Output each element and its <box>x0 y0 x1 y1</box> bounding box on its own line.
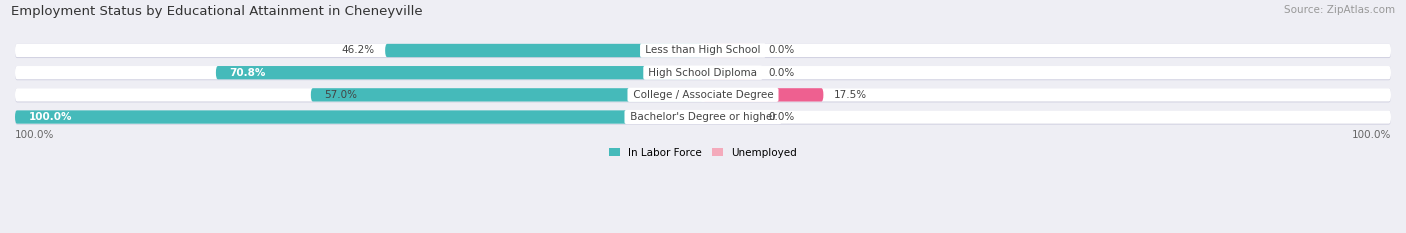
Text: College / Associate Degree: College / Associate Degree <box>630 90 776 100</box>
FancyBboxPatch shape <box>15 66 1391 80</box>
Text: 100.0%: 100.0% <box>15 130 55 140</box>
Text: 46.2%: 46.2% <box>342 45 375 55</box>
Text: 0.0%: 0.0% <box>768 45 794 55</box>
FancyBboxPatch shape <box>385 44 703 57</box>
Text: 70.8%: 70.8% <box>229 68 266 78</box>
FancyBboxPatch shape <box>15 110 703 124</box>
FancyBboxPatch shape <box>15 88 1391 102</box>
FancyBboxPatch shape <box>703 66 758 79</box>
FancyBboxPatch shape <box>311 88 703 102</box>
Text: 0.0%: 0.0% <box>768 68 794 78</box>
Text: Less than High School: Less than High School <box>643 45 763 55</box>
Text: Source: ZipAtlas.com: Source: ZipAtlas.com <box>1284 5 1395 15</box>
FancyBboxPatch shape <box>703 44 758 57</box>
FancyBboxPatch shape <box>15 66 1391 79</box>
Text: 17.5%: 17.5% <box>834 90 868 100</box>
Text: 100.0%: 100.0% <box>28 112 72 122</box>
Text: Employment Status by Educational Attainment in Cheneyville: Employment Status by Educational Attainm… <box>11 5 423 18</box>
Text: 57.0%: 57.0% <box>325 90 357 100</box>
Text: 0.0%: 0.0% <box>768 112 794 122</box>
FancyBboxPatch shape <box>15 110 1391 124</box>
Text: 100.0%: 100.0% <box>1351 130 1391 140</box>
FancyBboxPatch shape <box>217 66 703 79</box>
Text: High School Diploma: High School Diploma <box>645 68 761 78</box>
FancyBboxPatch shape <box>15 44 1391 58</box>
FancyBboxPatch shape <box>703 110 758 124</box>
FancyBboxPatch shape <box>15 44 1391 57</box>
FancyBboxPatch shape <box>15 88 1391 102</box>
Text: Bachelor's Degree or higher: Bachelor's Degree or higher <box>627 112 779 122</box>
Legend: In Labor Force, Unemployed: In Labor Force, Unemployed <box>605 144 801 162</box>
FancyBboxPatch shape <box>15 110 1391 125</box>
FancyBboxPatch shape <box>703 88 824 102</box>
